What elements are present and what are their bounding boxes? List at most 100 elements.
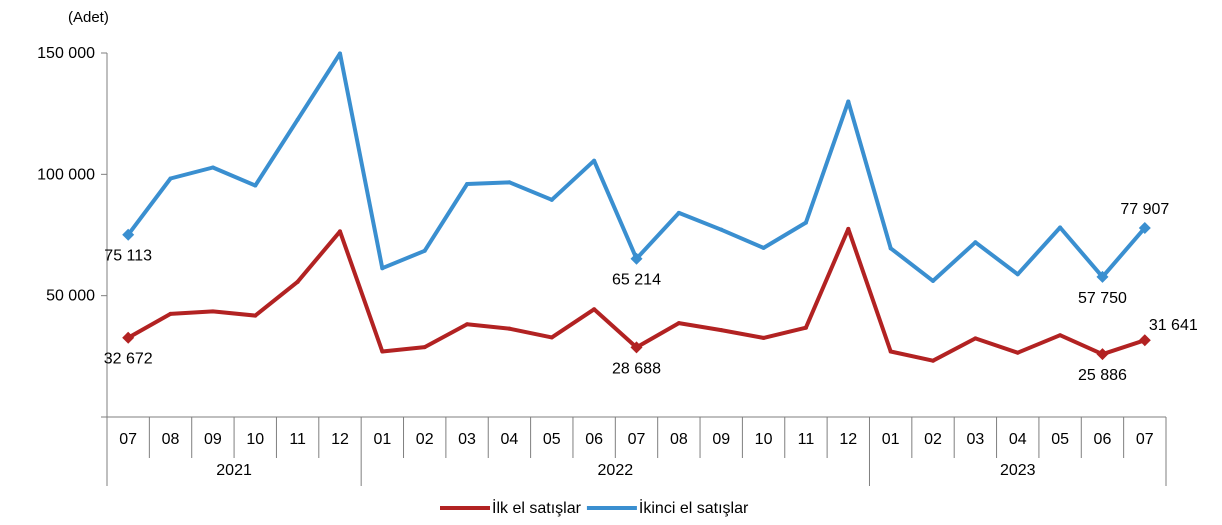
- data-point: [676, 210, 681, 215]
- data-point: [1058, 225, 1063, 230]
- data-point-marker: [630, 252, 643, 265]
- x-tick-label-month: 07: [119, 431, 137, 448]
- data-point: [676, 321, 681, 326]
- x-tick-label-month: 07: [628, 431, 646, 448]
- axes-layer: 50 000 100 000 150 000 07 08 09 10 11 12 01 02 03 04…: [37, 45, 1167, 486]
- x-tick-label-month: 02: [416, 431, 434, 448]
- data-point: [1015, 272, 1020, 277]
- data-point: [1015, 350, 1020, 355]
- x-tick-label-month: 03: [966, 431, 984, 448]
- x-tick-label-year: 2022: [598, 462, 634, 479]
- x-tick-label-month: 07: [1136, 431, 1154, 448]
- data-point: [973, 240, 978, 245]
- data-point: [507, 180, 512, 185]
- data-point: [253, 313, 258, 318]
- data-label: 28 688: [612, 360, 661, 377]
- data-point: [931, 358, 936, 363]
- data-point: [295, 279, 300, 284]
- data-point: [295, 117, 300, 122]
- x-tick-label-month: 12: [331, 431, 349, 448]
- data-point: [761, 335, 766, 340]
- x-tick-label-month: 08: [670, 431, 688, 448]
- data-label: 25 886: [1078, 367, 1127, 384]
- data-point: [380, 266, 385, 271]
- data-point: [592, 158, 597, 163]
- data-point: [592, 307, 597, 312]
- data-point: [465, 182, 470, 187]
- x-tick-label-year: 2021: [216, 462, 252, 479]
- data-point: [931, 278, 936, 283]
- data-point-marker: [1138, 334, 1151, 347]
- x-tick-label-month: 10: [755, 431, 773, 448]
- x-tick-label-month: 09: [204, 431, 222, 448]
- x-tick-label-month: 09: [712, 431, 730, 448]
- data-point-marker: [122, 331, 135, 344]
- x-tick-label-month: 12: [839, 431, 857, 448]
- data-point: [465, 322, 470, 327]
- data-label: 31 641: [1149, 317, 1198, 334]
- data-point: [337, 229, 342, 234]
- data-point: [380, 349, 385, 354]
- data-point: [719, 328, 724, 333]
- data-point: [422, 345, 427, 350]
- data-point: [210, 309, 215, 314]
- data-point: [973, 336, 978, 341]
- data-point-marker: [1096, 348, 1109, 361]
- legend: İlk el satışlar İkinci el satışlar: [440, 498, 749, 517]
- data-point: [719, 227, 724, 232]
- data-point: [846, 99, 851, 104]
- x-tick-label-month: 06: [1094, 431, 1112, 448]
- data-point: [761, 245, 766, 250]
- data-point-marker: [1096, 270, 1109, 283]
- x-tick-label-month: 05: [1051, 431, 1069, 448]
- x-tick-label-month: 08: [162, 431, 180, 448]
- unit-label: (Adet): [68, 9, 109, 26]
- x-tick-label-month: 01: [882, 431, 900, 448]
- data-labels-layer: 32 672 28 688 25 886 31 641 75 113 65 214 57 7…: [104, 201, 1198, 384]
- x-tick-label-month: 10: [246, 431, 264, 448]
- data-point: [549, 197, 554, 202]
- data-label: 32 672: [104, 351, 153, 368]
- y-tick-label: 150 000: [37, 45, 95, 62]
- data-point: [210, 165, 215, 170]
- data-label: 75 113: [104, 248, 152, 265]
- data-point-marker: [630, 341, 643, 354]
- x-tick-label-month: 11: [289, 431, 306, 448]
- x-tick-label-month: 01: [373, 431, 391, 448]
- data-label: 65 214: [612, 272, 661, 289]
- data-point: [549, 335, 554, 340]
- data-point: [337, 51, 342, 56]
- x-tick-label-year: 2023: [1000, 462, 1036, 479]
- x-tick-label-month: 04: [501, 431, 519, 448]
- x-tick-label-month: 03: [458, 431, 476, 448]
- x-tick-label-month: 02: [924, 431, 942, 448]
- data-point: [422, 248, 427, 253]
- series-line-1: [126, 226, 1147, 363]
- data-point: [803, 325, 808, 330]
- data-point: [1058, 333, 1063, 338]
- legend-label-2: İkinci el satışlar: [639, 498, 749, 517]
- data-point: [253, 183, 258, 188]
- x-tick-label-month: 04: [1009, 431, 1027, 448]
- x-tick-label-month: 05: [543, 431, 561, 448]
- data-point: [168, 311, 173, 316]
- data-point: [846, 226, 851, 231]
- data-label: 77 907: [1120, 201, 1169, 218]
- series-layer: [122, 51, 1151, 363]
- data-point-marker: [122, 228, 135, 241]
- data-point: [168, 176, 173, 181]
- data-point-marker: [1138, 221, 1151, 234]
- series-line-2: [126, 51, 1147, 283]
- data-point: [888, 349, 893, 354]
- data-label: 57 750: [1078, 290, 1127, 307]
- legend-label-1: İlk el satışlar: [492, 498, 582, 517]
- data-point: [803, 220, 808, 225]
- x-tick-label-month: 11: [798, 431, 815, 448]
- data-point: [507, 326, 512, 331]
- data-point: [888, 246, 893, 251]
- x-tick-label-month: 06: [585, 431, 603, 448]
- y-tick-label: 100 000: [37, 166, 95, 183]
- y-tick-label: 50 000: [46, 288, 95, 305]
